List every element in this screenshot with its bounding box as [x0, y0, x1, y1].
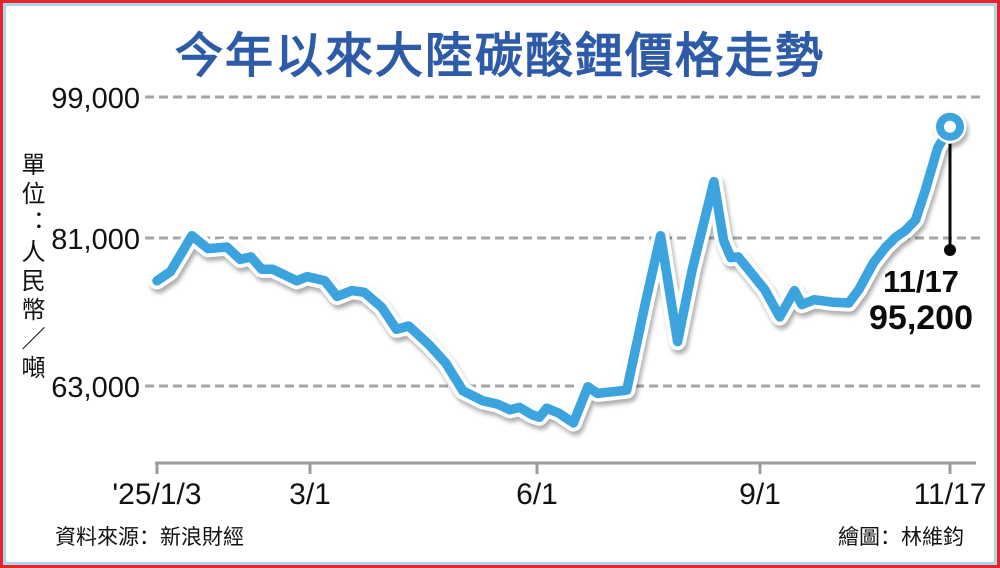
x-axis-label: 11/17 — [913, 478, 987, 511]
x-axis-label: 9/1 — [739, 478, 781, 511]
y-axis-label: 63,000 — [51, 372, 140, 404]
x-axis-label: 6/1 — [516, 478, 558, 511]
price-line — [152, 122, 955, 428]
annotation-date: 11/17 — [883, 264, 959, 299]
end-marker — [936, 112, 964, 141]
page-title: 今年以來大陸碳酸鋰價格走勢 — [174, 30, 825, 83]
x-axis-ticks — [155, 463, 952, 474]
x-axis-label: '25/1/3 — [112, 478, 202, 511]
gridlines — [145, 95, 984, 388]
last-point-annotation: 11/17 95,200 — [856, 264, 986, 336]
y-axis-label: 81,000 — [51, 224, 140, 256]
annotation-value: 95,200 — [869, 299, 973, 337]
annotation-pointer-dot — [944, 244, 956, 256]
source-text: 資料來源：新浪財經 — [55, 526, 244, 549]
price-line-group — [148, 110, 967, 432]
y-axis-unit-label: 單位：人民幣／噸 — [17, 152, 44, 384]
x-axis-label: 3/1 — [289, 478, 331, 511]
credit-text: 繪圖：林維鈞 — [838, 526, 964, 549]
y-axis-label: 99,000 — [51, 83, 140, 115]
